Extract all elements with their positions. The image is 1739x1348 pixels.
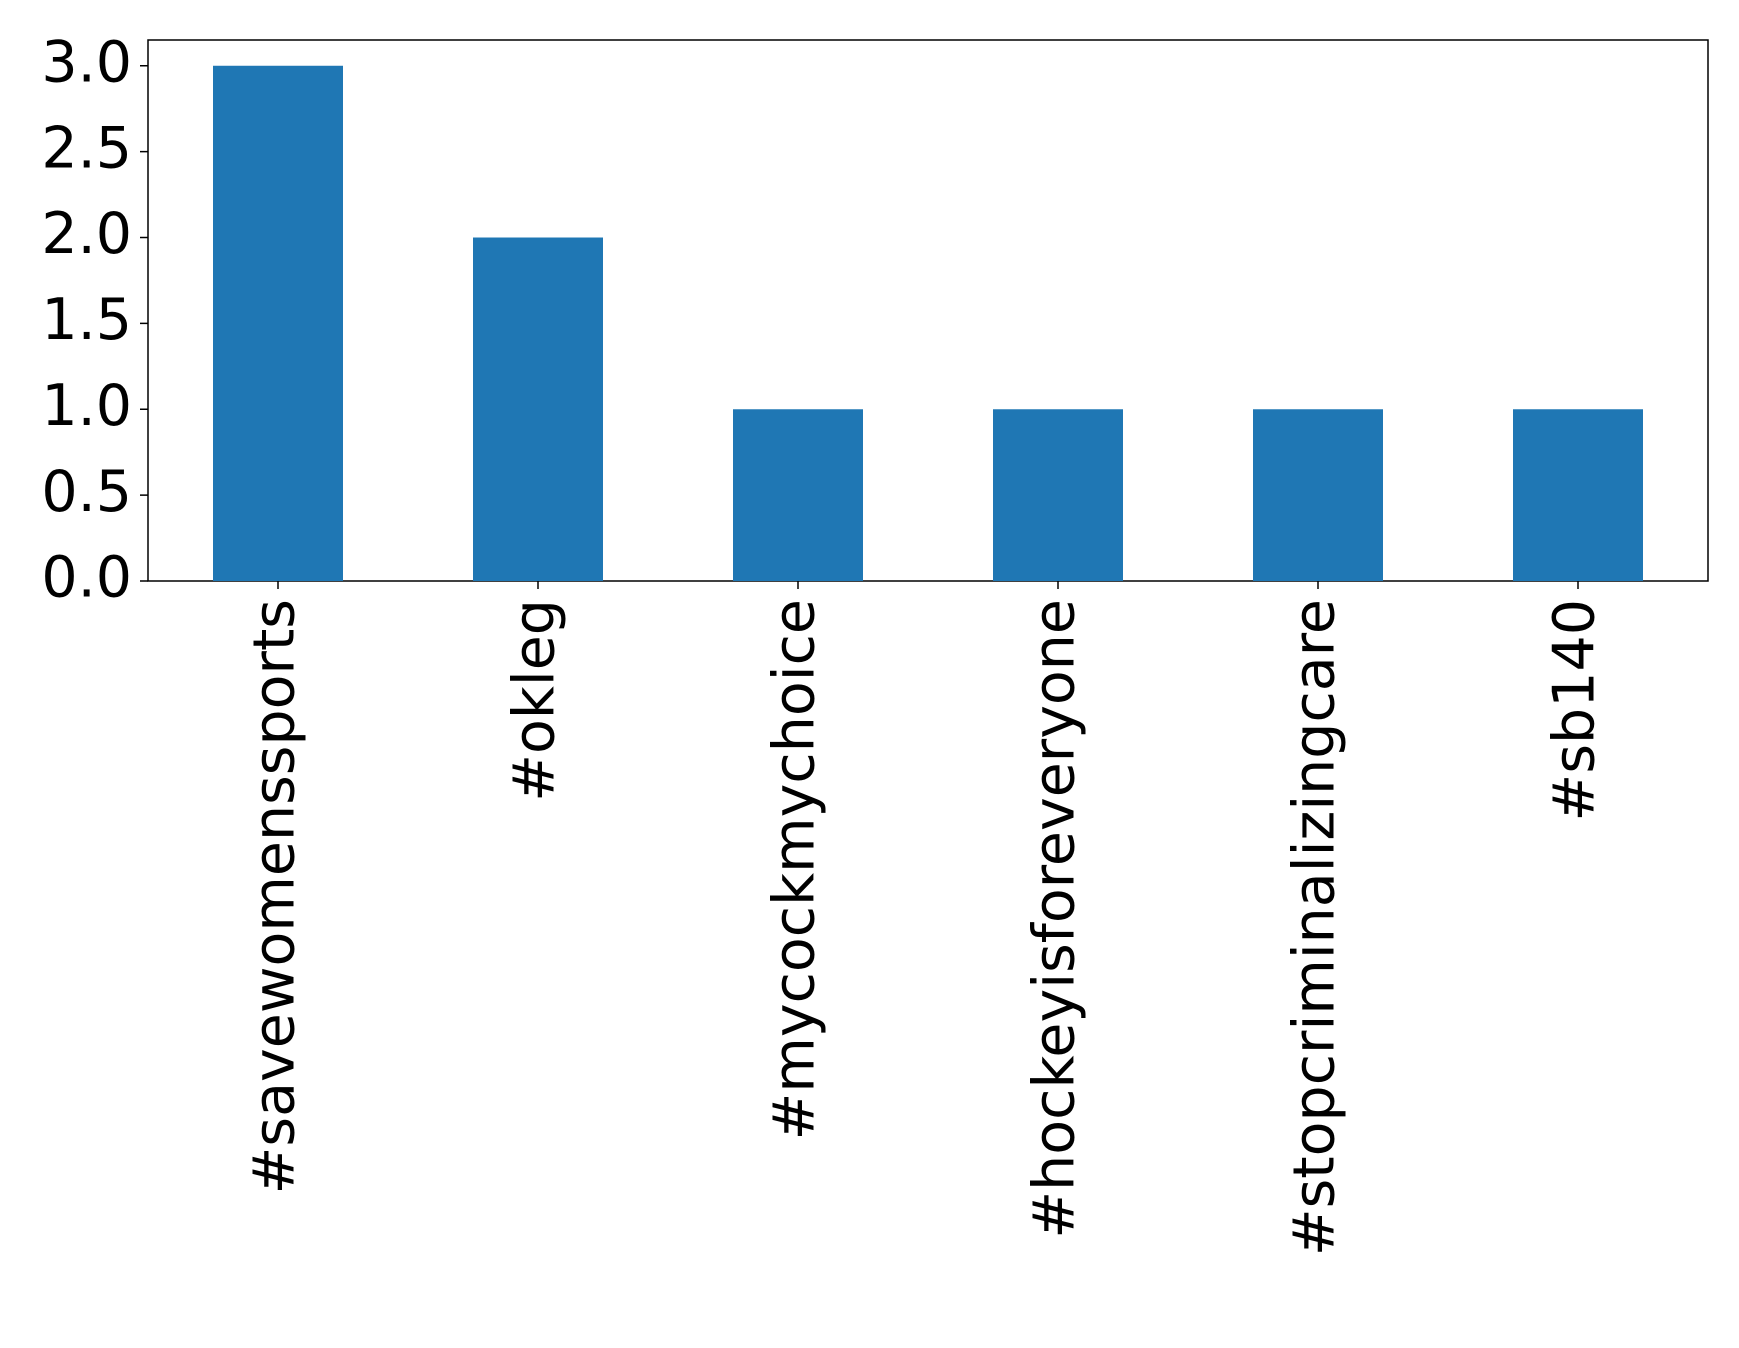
y-tick-label: 2.0 (41, 201, 132, 267)
bar (1253, 409, 1383, 581)
bar (473, 237, 603, 581)
plot-frame (147, 39, 1709, 582)
bar (993, 409, 1123, 581)
x-tick-label: #savewomenssports (242, 599, 308, 1194)
y-tick-label: 1.0 (41, 373, 132, 439)
y-tick-label: 0.0 (41, 545, 132, 611)
bar (213, 65, 343, 581)
x-tick-label: #mycockmychoice (762, 599, 828, 1140)
y-tick-label: 3.0 (41, 29, 132, 95)
x-tick-label: #stopcriminalizingcare (1282, 599, 1348, 1256)
bar (1513, 409, 1643, 581)
y-tick-label: 2.5 (41, 115, 132, 181)
y-tick-label: 0.5 (41, 459, 132, 525)
bar (733, 409, 863, 581)
x-tick-label: #okleg (502, 599, 568, 802)
x-tick-label: #sb140 (1542, 599, 1608, 821)
y-tick-label: 1.5 (41, 287, 132, 353)
x-tick-label: #hockeyisforeveryone (1022, 599, 1088, 1239)
